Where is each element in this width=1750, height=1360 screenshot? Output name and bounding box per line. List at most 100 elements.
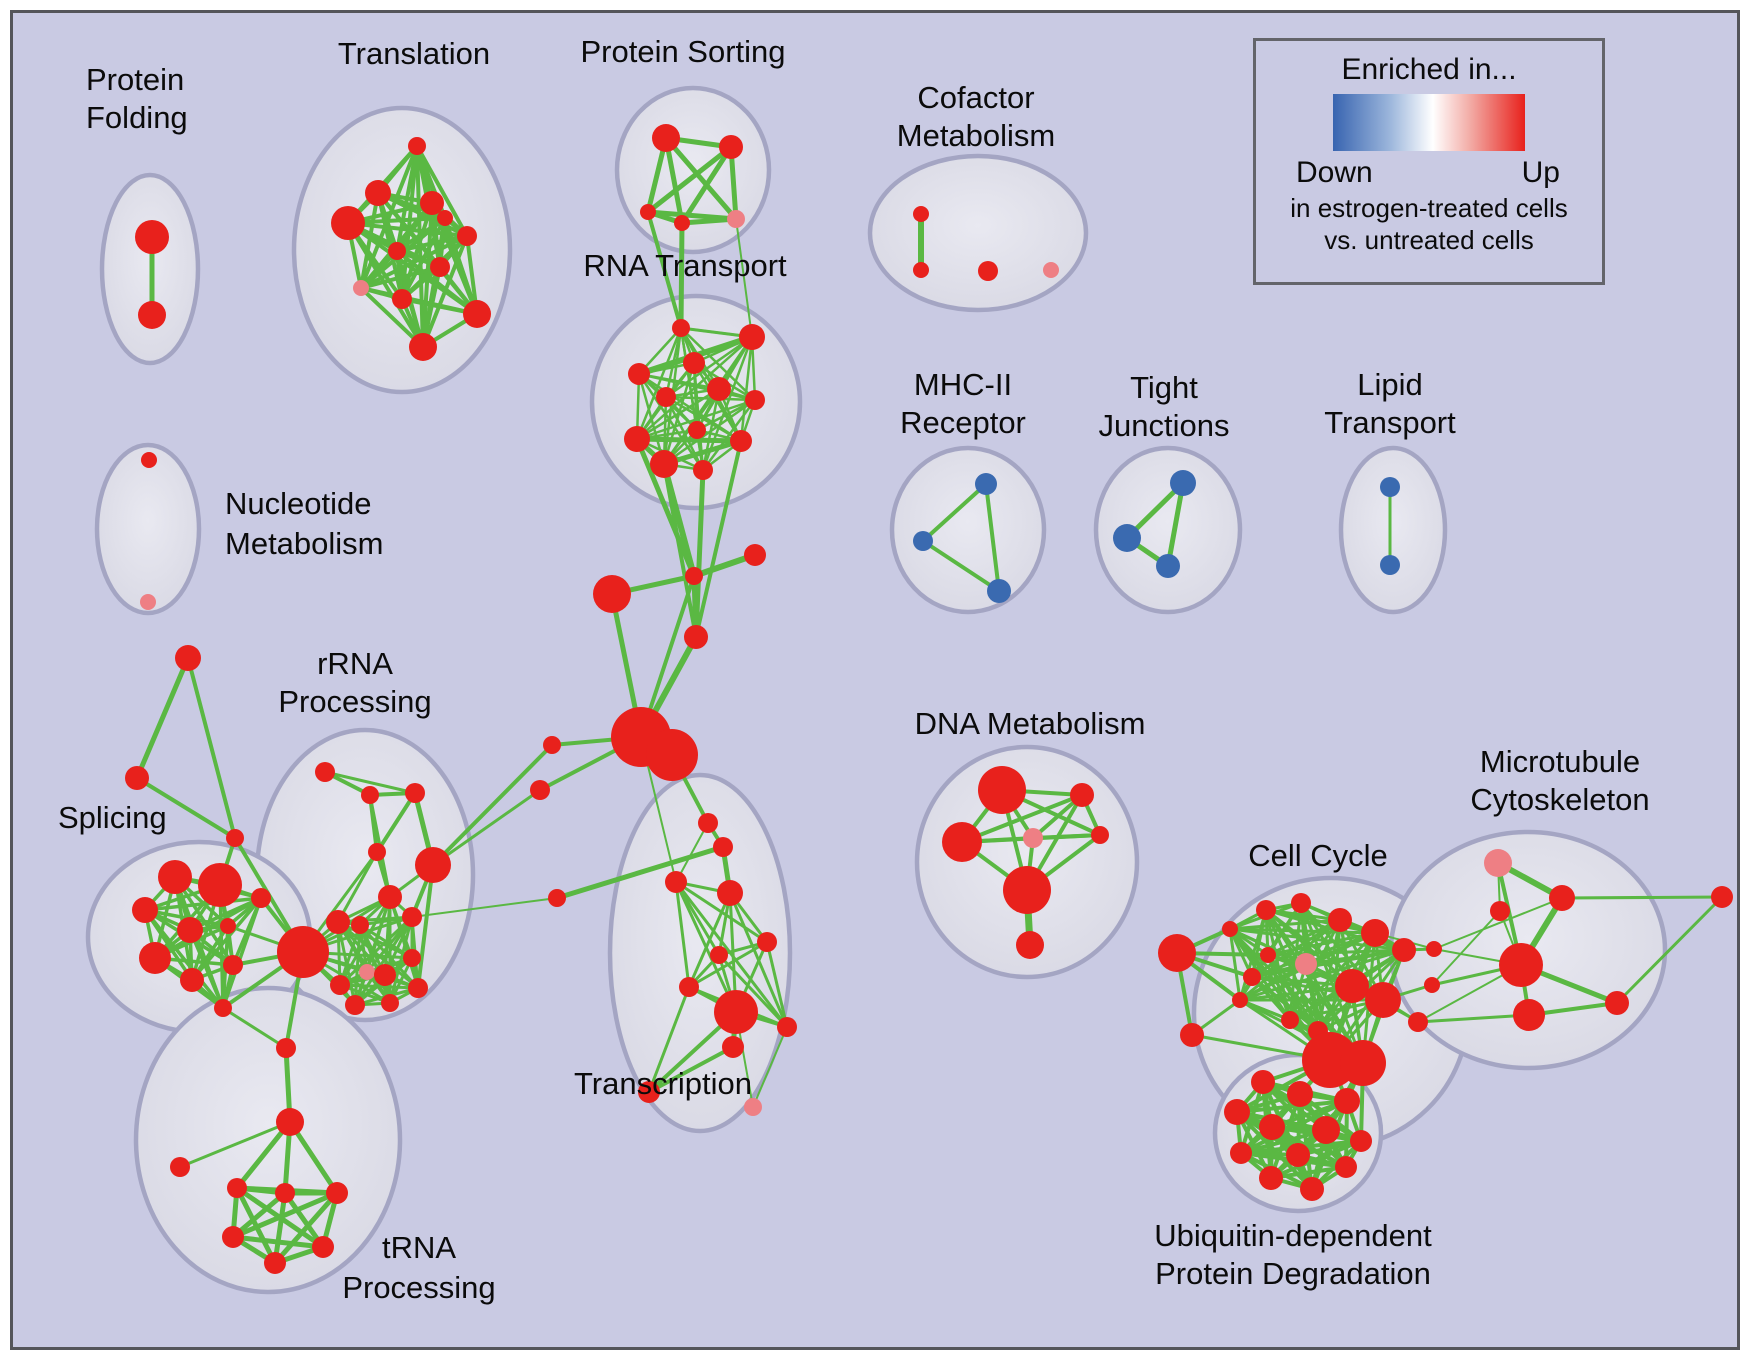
edge [554, 844, 726, 901]
edge [663, 135, 739, 222]
node-rt9 [624, 426, 650, 452]
edge [1228, 927, 1242, 1002]
node-nm1 [141, 452, 157, 468]
node-tl1 [408, 137, 426, 155]
node-cf3 [978, 261, 998, 281]
node-cc9 [1260, 947, 1276, 963]
node-rd7 [403, 949, 421, 967]
edge [359, 286, 479, 316]
cluster-label-rna-transport: RNA Transport [583, 248, 787, 283]
node-tr8 [714, 990, 758, 1034]
node-tb [125, 766, 149, 790]
node-ub5 [1259, 1114, 1285, 1140]
edge [921, 539, 1001, 593]
edge [1269, 1165, 1348, 1180]
node-mh1 [975, 473, 997, 495]
node-tr9 [722, 1036, 744, 1058]
node-tr7 [679, 977, 699, 997]
edge [664, 395, 705, 472]
node-ub3 [1334, 1088, 1360, 1114]
edge [634, 436, 744, 444]
node-cc10 [1243, 968, 1261, 986]
node-sp5 [220, 918, 236, 934]
cluster-label-protein-sorting: Protein Sorting [580, 34, 785, 69]
node-mt5 [1513, 999, 1545, 1031]
node-ta [175, 645, 201, 671]
node-ps5 [727, 210, 745, 228]
node-rt4 [628, 363, 650, 385]
cluster-label-lipid-transport: Lipid [1357, 367, 1423, 402]
node-hb [685, 567, 703, 585]
node-ch2 [276, 1108, 304, 1136]
node-rt1 [672, 319, 690, 337]
cluster-label-protein-folding: Folding [86, 100, 188, 135]
cluster-label-mhc-ii-receptor: Receptor [900, 405, 1026, 440]
node-dm3 [942, 822, 982, 862]
edge [346, 221, 469, 238]
node-rt5 [707, 377, 731, 401]
edge [338, 895, 392, 987]
node-cc3 [1328, 908, 1352, 932]
node-cc2 [1291, 893, 1311, 913]
node-ub6 [1312, 1116, 1340, 1144]
node-cs [1180, 1023, 1204, 1047]
node-rp [359, 964, 375, 980]
node-hx4 [222, 1226, 244, 1248]
cluster-label-cell-cycle: Cell Cycle [1248, 838, 1388, 873]
edge [431, 743, 554, 867]
edge [1165, 480, 1186, 569]
legend-gradient-bar [1333, 94, 1525, 151]
node-cf1 [913, 206, 929, 222]
node-sp2 [198, 863, 242, 907]
edge [984, 482, 1001, 593]
edge [679, 144, 734, 226]
edge [359, 144, 419, 290]
edge [421, 234, 469, 349]
cluster-label-trna-processing: Processing [342, 1270, 495, 1305]
edge [752, 1026, 788, 1108]
node-tr3 [665, 871, 687, 893]
edge [635, 398, 757, 441]
node-lp1 [1380, 477, 1400, 497]
node-mh2 [913, 531, 933, 551]
edge [1615, 895, 1724, 1005]
node-tr4 [717, 880, 743, 906]
edge [663, 135, 685, 226]
node-sp8 [251, 888, 271, 908]
cluster-label-mhc-ii-receptor: MHC-II [914, 367, 1012, 402]
edge [323, 770, 417, 795]
edge [647, 985, 691, 1094]
node-tl5 [388, 242, 406, 260]
node-tl12 [437, 210, 453, 226]
edge [375, 791, 417, 854]
node-mt4 [1499, 943, 1543, 987]
node-rm2 [361, 786, 379, 804]
edge [359, 265, 442, 290]
edge [221, 896, 263, 1010]
node-tl2 [365, 180, 391, 206]
node-tl7 [430, 257, 450, 277]
edge [728, 144, 739, 222]
edge [687, 891, 732, 989]
node-rd1 [326, 910, 350, 934]
node-hx2 [275, 1183, 295, 1203]
node-rd9 [381, 994, 399, 1012]
edge [178, 1120, 292, 1169]
edge [143, 896, 263, 912]
node-rt11 [650, 450, 678, 478]
node-cc1 [1256, 900, 1276, 920]
cluster-label-cofactor-metabolism: Metabolism [897, 118, 1056, 153]
node-cc14 [1222, 921, 1238, 937]
legend-down-label: Down [1296, 156, 1373, 189]
node-ps2 [719, 135, 743, 159]
cluster-lipid-transport [1338, 445, 1448, 615]
node-rh [277, 926, 329, 978]
edge [1239, 1128, 1328, 1155]
node-ps4 [674, 215, 690, 231]
node-sp9 [223, 955, 243, 975]
edge [960, 793, 1084, 844]
node-pf2 [138, 301, 166, 329]
edge [717, 953, 789, 1029]
node-iso [170, 1157, 190, 1177]
edge [647, 1045, 735, 1094]
